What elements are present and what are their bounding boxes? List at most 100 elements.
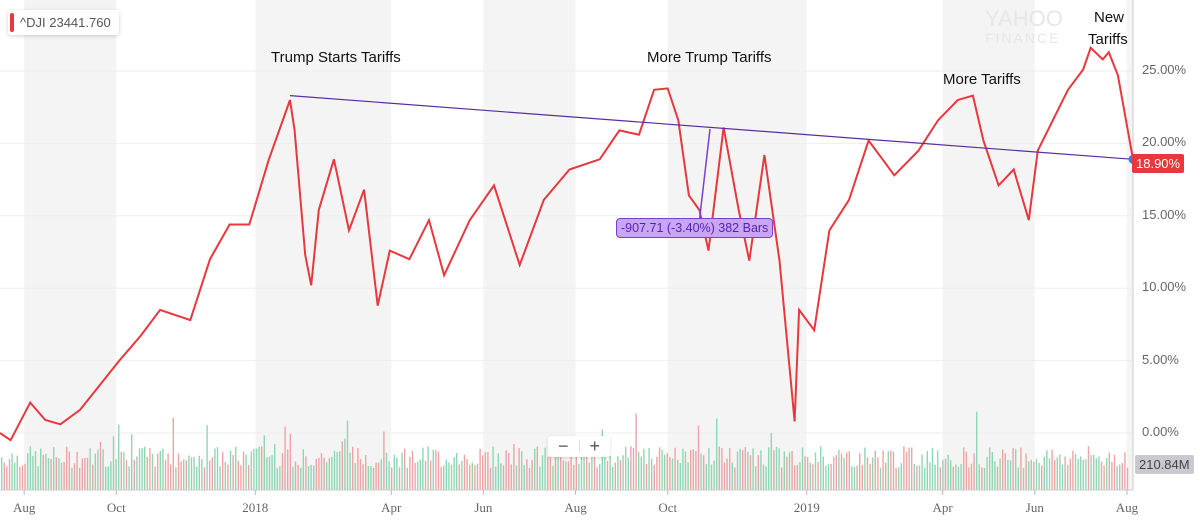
volume-bar: [81, 458, 83, 490]
shaded-band: [667, 0, 807, 490]
volume-bar: [937, 450, 939, 490]
volume-bar: [963, 447, 965, 490]
volume-bar: [411, 451, 414, 490]
volume-bar: [287, 449, 289, 490]
volume-bar: [596, 467, 598, 490]
volume-bar: [47, 458, 50, 490]
volume-bar: [614, 462, 616, 490]
volume-bar: [799, 462, 801, 490]
volume-bar: [1051, 449, 1053, 490]
x-tick-label: 2018: [242, 500, 269, 515]
volume-bar: [742, 450, 744, 490]
volume-bar: [929, 462, 931, 490]
volume-bar: [419, 459, 421, 490]
volume-bar: [656, 456, 658, 490]
volume-bar: [554, 447, 557, 490]
trendline[interactable]: [290, 95, 1134, 160]
volume-bar: [814, 452, 817, 490]
volume-bar: [526, 459, 528, 490]
volume-bar: [978, 464, 980, 490]
volume-bar: [58, 458, 60, 490]
volume-bar: [630, 446, 632, 490]
volume-bar: [950, 460, 952, 490]
volume-bar: [911, 447, 913, 490]
volume-bar: [66, 446, 68, 490]
volume-bar: [640, 456, 642, 490]
current-value-tag: 18.90%: [1132, 154, 1185, 173]
volume-bar: [341, 441, 343, 490]
y-tick-label: 0.00%: [1142, 424, 1179, 439]
volume-bar: [947, 454, 949, 490]
volume-bar: [968, 467, 970, 490]
volume-bar: [448, 462, 450, 490]
volume-bar: [232, 455, 234, 490]
volume-bar: [731, 462, 733, 490]
volume-bar: [388, 461, 390, 490]
annotation-new-tariffs: New Tariffs: [1088, 7, 1128, 51]
volume-bar: [926, 451, 928, 490]
measure-line[interactable]: [698, 128, 711, 221]
volume-bar: [323, 457, 325, 490]
volume-bar: [227, 464, 229, 490]
volume-bar: [1022, 467, 1025, 490]
volume-bar: [305, 456, 307, 490]
volume-bar: [365, 455, 367, 490]
volume-bar: [94, 453, 96, 490]
volume-bar: [697, 425, 700, 490]
volume-bar: [1, 457, 3, 490]
volume-bar: [617, 456, 619, 490]
volume-bar: [861, 465, 863, 490]
volume-bar: [820, 446, 822, 490]
volume-bar: [521, 451, 523, 490]
volume-bar: [484, 452, 486, 490]
zoom-in-button[interactable]: +: [589, 436, 601, 456]
volume-bar: [510, 464, 512, 490]
annotation-new-tariffs-line2: Tariffs: [1088, 31, 1128, 48]
volume-bar: [352, 446, 354, 490]
volume-bar: [879, 467, 882, 490]
volume-bar: [133, 459, 135, 490]
volume-bar: [1056, 457, 1058, 490]
volume-bar: [318, 457, 320, 490]
shaded-band: [483, 0, 576, 490]
volume-bar: [146, 457, 148, 490]
volume-bar: [497, 453, 499, 490]
volume-bar: [414, 462, 416, 490]
volume-bar: [1025, 453, 1027, 490]
volume-bar: [976, 411, 978, 490]
volume-bar: [149, 447, 151, 490]
volume-bar: [229, 450, 232, 490]
volume-bar: [440, 467, 442, 490]
volume-bar: [658, 447, 661, 490]
zoom-out-button[interactable]: −: [558, 436, 569, 456]
volume-bar: [703, 455, 705, 490]
legend[interactable]: ^DJI 23441.760: [8, 10, 119, 35]
volume-bar: [502, 465, 505, 490]
x-tick-label: Aug: [564, 500, 587, 515]
volume-bar: [463, 454, 466, 490]
volume-bar: [508, 453, 510, 490]
volume-bar: [1113, 454, 1116, 490]
volume-bar: [825, 465, 827, 490]
volume-bar: [97, 449, 99, 490]
volume-bar: [183, 459, 185, 490]
volume-bar: [21, 465, 24, 490]
volume-bar: [292, 466, 294, 490]
shaded-band: [1126, 0, 1133, 490]
volume-bar: [157, 453, 159, 490]
volume-bar: [677, 459, 679, 490]
volume-bar: [1098, 456, 1100, 490]
volume-bar: [154, 466, 156, 490]
volume-bar: [505, 450, 507, 490]
volume-bar: [214, 448, 216, 490]
volume-bar: [952, 466, 954, 490]
volume-bar: [144, 446, 146, 490]
volume-bar: [450, 464, 453, 490]
volume-bar: [492, 446, 494, 490]
volume-bar: [609, 456, 611, 490]
volume-bar: [268, 456, 271, 490]
volume-bar: [770, 432, 772, 490]
volume-bar: [406, 467, 408, 490]
volume-bar: [1054, 459, 1056, 490]
